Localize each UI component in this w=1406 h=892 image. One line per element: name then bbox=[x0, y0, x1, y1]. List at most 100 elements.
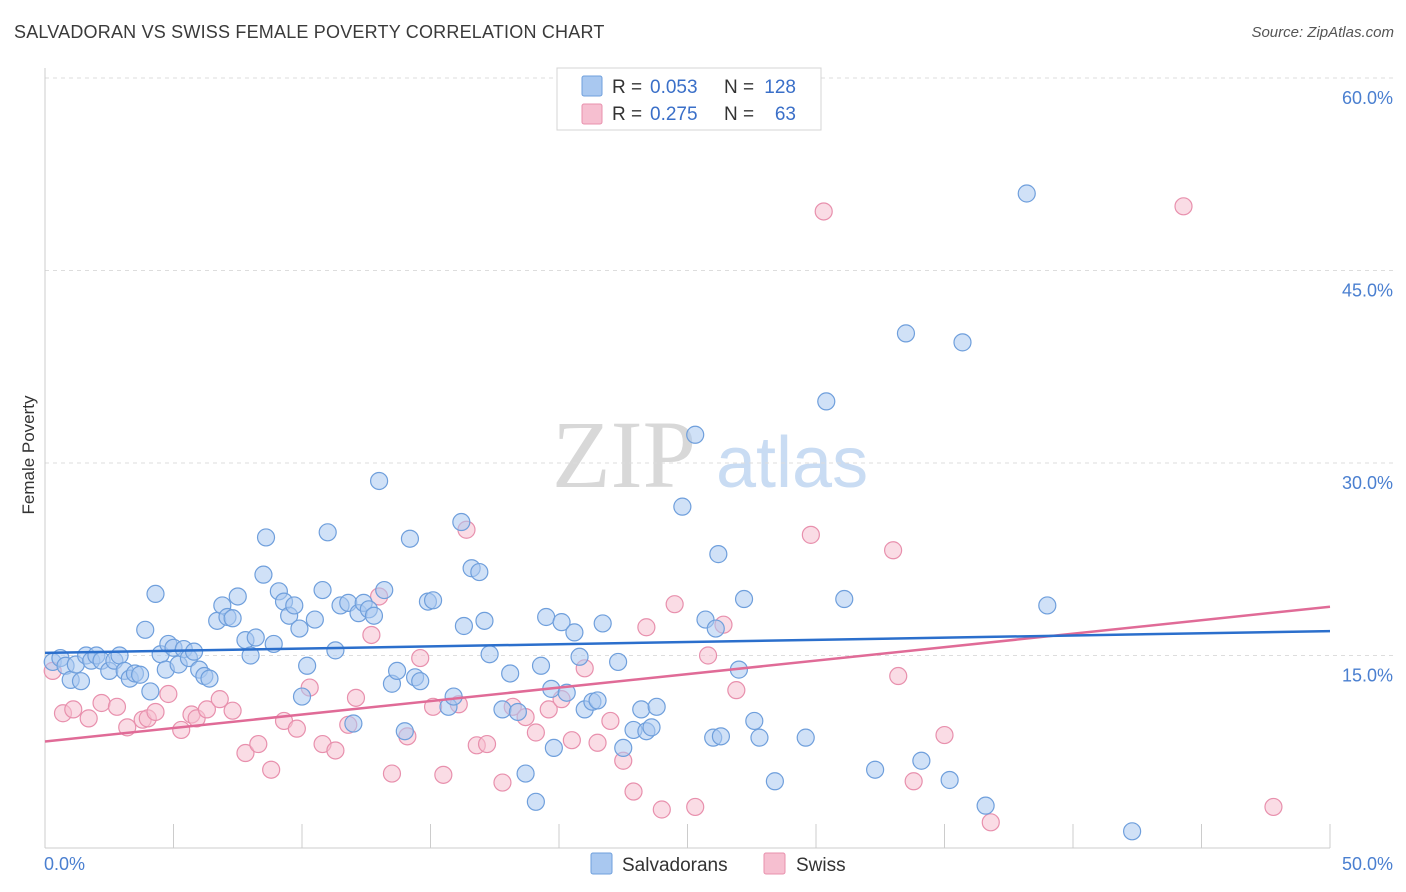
salvadoran-point-123 bbox=[1017, 184, 1036, 203]
salvadoran-point-45 bbox=[285, 596, 304, 615]
swiss-point-31 bbox=[411, 648, 430, 668]
salvadoran-point-55 bbox=[344, 714, 363, 733]
y-tick-label-45: 45.0% bbox=[1342, 281, 1393, 301]
legend-r-label-salvadorans: R = bbox=[612, 77, 642, 98]
swiss-point-19 bbox=[262, 760, 281, 779]
swiss-point-42 bbox=[539, 700, 558, 719]
swiss-point-9 bbox=[146, 702, 165, 722]
legend-n-label-swiss: N = bbox=[724, 104, 754, 125]
x-tick-label-max: 50.0% bbox=[1342, 854, 1393, 874]
salvadoran-point-95 bbox=[609, 652, 628, 672]
swiss-point-63 bbox=[981, 813, 1000, 832]
salvadoran-point-81 bbox=[516, 764, 535, 783]
salvadoran-point-94 bbox=[593, 614, 612, 633]
y-axis-title: Female Poverty bbox=[19, 395, 38, 515]
salvadoran-point-61 bbox=[375, 580, 394, 600]
salvadoran-point-116 bbox=[835, 589, 854, 609]
legend-n-label-salvadorans: N = bbox=[724, 77, 754, 98]
salvadoran-point-86 bbox=[544, 738, 563, 758]
swiss-point-61 bbox=[904, 772, 923, 791]
swiss-point-60 bbox=[889, 666, 908, 686]
salvadoran-point-101 bbox=[647, 697, 666, 716]
salvadoran-point-117 bbox=[866, 760, 885, 779]
salvadoran-point-69 bbox=[423, 591, 443, 610]
swiss-point-65 bbox=[1264, 797, 1283, 817]
salvadoran-point-100 bbox=[642, 718, 661, 737]
legend-r-value-salvadorans: 0.053 bbox=[650, 77, 698, 98]
y-tick-label-60: 60.0% bbox=[1342, 88, 1393, 108]
swiss-point-56 bbox=[727, 681, 746, 700]
salvadoran-point-80 bbox=[508, 702, 527, 722]
series-legend-swatch-swiss bbox=[763, 852, 786, 875]
swiss-point-62 bbox=[935, 725, 954, 745]
salvadoran-point-60 bbox=[370, 471, 389, 491]
salvadoran-point-35 bbox=[228, 587, 247, 606]
swiss-point-51 bbox=[652, 800, 671, 819]
salvadoran-point-51 bbox=[318, 523, 337, 542]
salvadoran-point-102 bbox=[673, 497, 692, 516]
salvadoran-point-67 bbox=[411, 672, 430, 691]
salvadoran-point-72 bbox=[452, 512, 471, 532]
swiss-point-64 bbox=[1174, 197, 1193, 216]
salvadoran-point-73 bbox=[454, 616, 474, 636]
salvadoran-point-115 bbox=[817, 392, 836, 411]
salvadoran-point-12 bbox=[110, 646, 129, 665]
x-axis-ticks bbox=[173, 824, 1331, 848]
legend-swatch-salvadorans bbox=[581, 75, 603, 97]
salvadoran-point-63 bbox=[387, 661, 407, 681]
salvadoran-point-65 bbox=[400, 529, 420, 548]
salvadoran-point-83 bbox=[531, 656, 551, 675]
series-legend-label-salvadorans: Salvadorans bbox=[622, 855, 728, 876]
salvadoran-points bbox=[43, 184, 1142, 841]
watermark-zip: ZIP bbox=[552, 401, 696, 508]
swiss-point-5 bbox=[107, 697, 127, 716]
salvadoran-point-96 bbox=[614, 738, 633, 758]
y-tick-label-30: 30.0% bbox=[1342, 473, 1393, 493]
salvadoran-point-98 bbox=[632, 700, 651, 719]
salvadoran-point-122 bbox=[976, 796, 995, 815]
swiss-point-33 bbox=[434, 765, 453, 784]
legend-r-value-swiss: 0.275 bbox=[650, 104, 698, 125]
legend-n-value-salvadorans: 128 bbox=[764, 77, 796, 98]
swiss-point-11 bbox=[172, 720, 191, 740]
swiss-point-44 bbox=[562, 731, 581, 750]
salvadoran-point-111 bbox=[745, 711, 764, 731]
source-credit: Source: ZipAtlas.com bbox=[1251, 24, 1394, 41]
swiss-point-46 bbox=[588, 733, 607, 752]
swiss-point-26 bbox=[346, 688, 366, 707]
salvadoran-point-110 bbox=[734, 589, 754, 609]
salvadoran-point-106 bbox=[706, 619, 725, 638]
salvadoran-point-50 bbox=[313, 580, 332, 600]
swiss-point-53 bbox=[686, 797, 705, 817]
correlation-legend: R = 0.053 N = 128 R = 0.275 N = 63 bbox=[556, 67, 822, 131]
salvadoran-point-89 bbox=[565, 623, 584, 642]
salvadoran-point-17 bbox=[136, 620, 155, 639]
swiss-point-4 bbox=[92, 693, 111, 713]
salvadoran-point-124 bbox=[1038, 596, 1057, 615]
swiss-trend-line bbox=[44, 605, 1331, 743]
salvadoran-point-121 bbox=[953, 333, 972, 352]
salvadoran-point-112 bbox=[750, 728, 769, 747]
swiss-point-59 bbox=[883, 541, 903, 560]
swiss-point-15 bbox=[210, 690, 229, 709]
salvadoran-point-19 bbox=[146, 584, 165, 604]
salvadoran-point-82 bbox=[526, 792, 545, 811]
salvadoran-point-34 bbox=[223, 609, 242, 628]
salvadoran-point-114 bbox=[796, 728, 815, 747]
trend-lines bbox=[44, 605, 1331, 743]
swiss-point-41 bbox=[526, 723, 545, 742]
salvadoran-point-77 bbox=[480, 645, 499, 664]
salvadoran-point-5 bbox=[71, 672, 91, 691]
chart-title: SALVADORAN VS SWISS FEMALE POVERTY CORRE… bbox=[14, 22, 605, 42]
salvadoran-point-103 bbox=[686, 425, 705, 444]
swiss-point-10 bbox=[159, 684, 178, 704]
swiss-point-14 bbox=[197, 700, 217, 719]
series-legend-swatch-salvadorans bbox=[590, 852, 613, 875]
salvadoran-point-84 bbox=[537, 607, 556, 627]
gridlines bbox=[45, 77, 1393, 656]
swiss-point-21 bbox=[287, 719, 306, 738]
salvadoran-point-59 bbox=[364, 606, 384, 625]
swiss-point-58 bbox=[814, 202, 833, 221]
swiss-point-18 bbox=[249, 734, 268, 754]
